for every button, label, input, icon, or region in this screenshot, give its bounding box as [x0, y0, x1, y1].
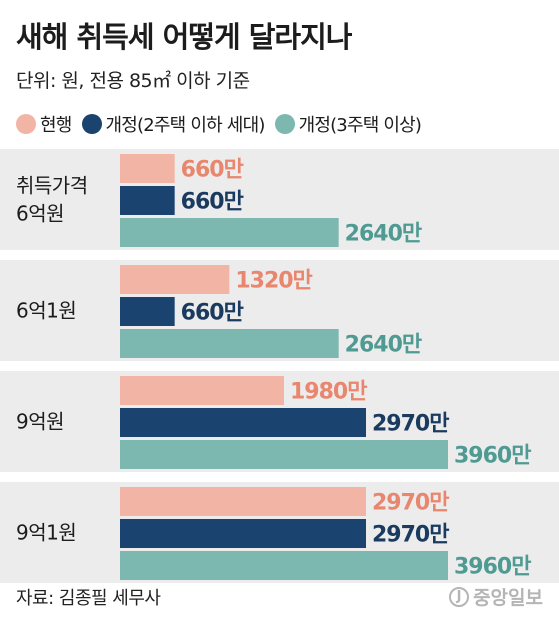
category-label: 6억1원	[16, 299, 76, 323]
bar-current	[120, 154, 175, 183]
data-label-current: 1320만	[235, 269, 312, 294]
legend-item-current: 현행	[16, 111, 72, 137]
legend-label-revised-2: 개정(2주택 이하 세대)	[105, 115, 266, 136]
bar-current	[120, 265, 230, 294]
logo-mark-icon: J	[449, 586, 470, 607]
data-label-current: 660만	[181, 158, 244, 183]
bar-revised-3	[120, 329, 339, 358]
bar-revised-2	[120, 519, 366, 548]
source-note: 자료: 김종필 세무사	[16, 588, 161, 609]
legend-label-revised-3: 개정(3주택 이상)	[298, 115, 422, 136]
data-label-revised-2: 2970만	[372, 523, 449, 548]
data-label-revised-3: 2640만	[345, 222, 422, 247]
data-label-current: 1980만	[290, 380, 367, 405]
category-label: 9억1원	[16, 521, 76, 545]
legend-swatch-revised-2	[81, 114, 102, 134]
data-label-revised-3: 3960만	[454, 444, 531, 469]
bar-revised-3	[120, 218, 339, 247]
legend: 현행 개정(2주택 이하 세대) 개정(3주택 이상)	[16, 111, 422, 137]
bar-revised-3	[120, 440, 448, 469]
publisher-logo: J 중앙일보	[449, 583, 543, 610]
data-label-revised-3: 3960만	[454, 555, 531, 580]
data-label-revised-2: 660만	[181, 301, 244, 326]
data-label-revised-2: 2970만	[372, 412, 449, 437]
category-label: 9억원	[16, 410, 64, 434]
legend-item-revised-2: 개정(2주택 이하 세대)	[81, 111, 266, 137]
bar-revised-2	[120, 408, 366, 437]
legend-item-revised-3: 개정(3주택 이상)	[274, 111, 422, 137]
bar-revised-2	[120, 186, 175, 215]
legend-swatch-current	[16, 114, 36, 134]
category-label: 취득가격	[16, 174, 88, 198]
bar-current	[120, 376, 284, 405]
data-label-revised-3: 2640만	[345, 333, 422, 358]
chart-subtitle: 단위: 원, 전용 85㎡ 이하 기준	[16, 70, 250, 92]
bar-revised-3	[120, 551, 448, 580]
chart-title: 새해 취득세 어떻게 달라지나	[16, 20, 352, 54]
logo-text: 중앙일보	[473, 587, 543, 609]
legend-swatch-revised-3	[274, 114, 295, 134]
legend-label-current: 현행	[40, 115, 72, 136]
bar-revised-2	[120, 297, 175, 326]
data-label-current: 2970만	[372, 491, 449, 516]
category-label: 6억원	[16, 202, 64, 226]
bar-current	[120, 487, 366, 516]
data-label-revised-2: 660만	[181, 190, 244, 215]
